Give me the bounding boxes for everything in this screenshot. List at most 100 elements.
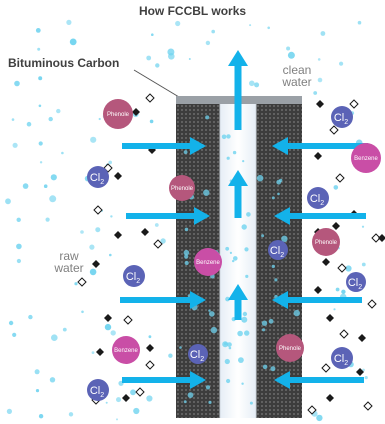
water-droplet	[168, 53, 175, 60]
chlorine-molecule-bubble	[123, 265, 145, 287]
water-droplet	[335, 287, 340, 292]
water-droplet	[110, 330, 116, 336]
chlorine-molecule-bubble	[346, 272, 366, 292]
phenol-molecule-label: Phenole	[279, 346, 302, 352]
benzene-molecule-bubble	[351, 143, 381, 173]
impurity-particle-hollow	[321, 363, 331, 373]
water-droplet	[249, 80, 255, 87]
benzene-molecule-bubble	[112, 336, 140, 364]
water-droplet	[317, 77, 323, 83]
water-droplet	[245, 274, 249, 278]
benzene-molecule: Benzene	[112, 336, 140, 364]
water-droplet	[5, 198, 11, 205]
impurity-particle	[122, 394, 130, 402]
water-droplet	[205, 385, 211, 390]
water-droplet	[244, 247, 249, 252]
water-droplet	[66, 19, 72, 25]
water-droplet	[267, 26, 271, 30]
water-droplet	[11, 118, 15, 121]
phenol-molecule-bubble	[169, 175, 195, 201]
water-droplet	[226, 134, 231, 139]
contaminant-molecules: Phenole Phenole Phenole Phenole Benzene Benze…	[87, 99, 381, 401]
inflow-arrow-head	[194, 207, 210, 225]
impurity-particle	[332, 222, 340, 230]
chlorine-molecule-subscript: 2	[100, 392, 104, 399]
chlorine-molecule: Cl2	[346, 272, 366, 292]
water-droplet	[12, 142, 18, 148]
chlorine-molecule: Cl2	[331, 347, 353, 369]
phenol-molecule-bubble	[103, 99, 133, 129]
water-droplet	[203, 189, 210, 196]
water-droplet	[339, 61, 344, 66]
impurity-particle-hollow	[367, 299, 377, 309]
chlorine-molecule-subscript: 2	[200, 356, 204, 363]
clean-water-label-line1: clean	[282, 63, 312, 77]
water-droplet	[208, 309, 211, 312]
page-title: How FCCBL works	[138, 4, 247, 18]
water-droplet	[149, 119, 154, 124]
inflow-arrow-head	[190, 371, 206, 389]
impurity-particle-hollow	[339, 329, 349, 339]
water-droplet	[16, 217, 21, 222]
phenol-molecule: Phenole	[276, 334, 304, 362]
water-droplet	[224, 358, 230, 365]
inflow-arrow-head	[190, 291, 206, 309]
chlorine-molecule-bubble	[331, 347, 353, 369]
water-droplet	[43, 184, 48, 188]
water-droplet	[227, 342, 232, 347]
water-droplet	[89, 244, 95, 250]
water-droplet	[49, 195, 57, 203]
chlorine-molecule-subscript: 2	[100, 179, 104, 186]
water-droplet	[277, 192, 280, 196]
water-droplet	[242, 311, 248, 317]
water-droplet	[225, 296, 230, 302]
water-droplet	[35, 28, 41, 33]
clean-water-label: clean water	[272, 64, 322, 88]
water-droplet	[183, 150, 188, 155]
water-droplet	[34, 369, 40, 375]
water-droplet	[261, 320, 268, 326]
water-droplet	[242, 160, 245, 163]
water-droplet	[362, 368, 365, 372]
water-droplet	[179, 346, 182, 349]
water-droplet	[238, 357, 244, 363]
chlorine-molecule-subscript: 2	[280, 252, 284, 259]
water-droplet	[116, 397, 121, 403]
water-droplet	[49, 377, 56, 383]
water-droplet	[271, 264, 275, 269]
bituminous-carbon-label: Bituminous Carbon	[8, 56, 120, 70]
water-droplet	[22, 183, 29, 189]
water-droplet	[89, 268, 97, 276]
water-droplet	[45, 217, 50, 222]
chlorine-molecule-bubble	[87, 166, 109, 188]
impurity-particle	[316, 100, 324, 108]
water-droplet	[154, 223, 159, 227]
water-droplet	[262, 328, 266, 332]
water-droplet	[225, 246, 230, 251]
inflow-arrow-head	[274, 371, 290, 389]
phenol-molecule-label: Phenole	[171, 186, 194, 192]
water-droplet	[279, 178, 283, 183]
water-droplet	[35, 389, 40, 393]
impurity-particle-hollow	[349, 99, 359, 109]
benzene-molecule-label: Benzene	[196, 260, 220, 266]
impurity-particle-hollow	[145, 360, 155, 370]
impurity-particle-hollow	[371, 233, 381, 243]
bituminous-carbon-leader	[133, 69, 185, 101]
chlorine-molecule-bubble	[87, 379, 109, 401]
water-droplet	[205, 115, 210, 120]
water-droplet	[281, 235, 288, 242]
water-droplet	[249, 401, 253, 405]
water-droplet	[187, 392, 194, 398]
water-droplet	[211, 29, 215, 34]
water-droplet	[74, 282, 78, 286]
impurity-particle-hollow	[307, 405, 317, 415]
chlorine-molecule-subscript: 2	[358, 284, 362, 291]
water-droplet	[333, 308, 336, 311]
chlorine-molecule-bubble	[268, 240, 288, 260]
impurity-particle	[141, 228, 149, 236]
water-droplet	[357, 20, 362, 25]
impurity-particle	[104, 314, 112, 322]
outflow-arrow-head	[228, 284, 248, 300]
water-droplet	[151, 33, 154, 36]
